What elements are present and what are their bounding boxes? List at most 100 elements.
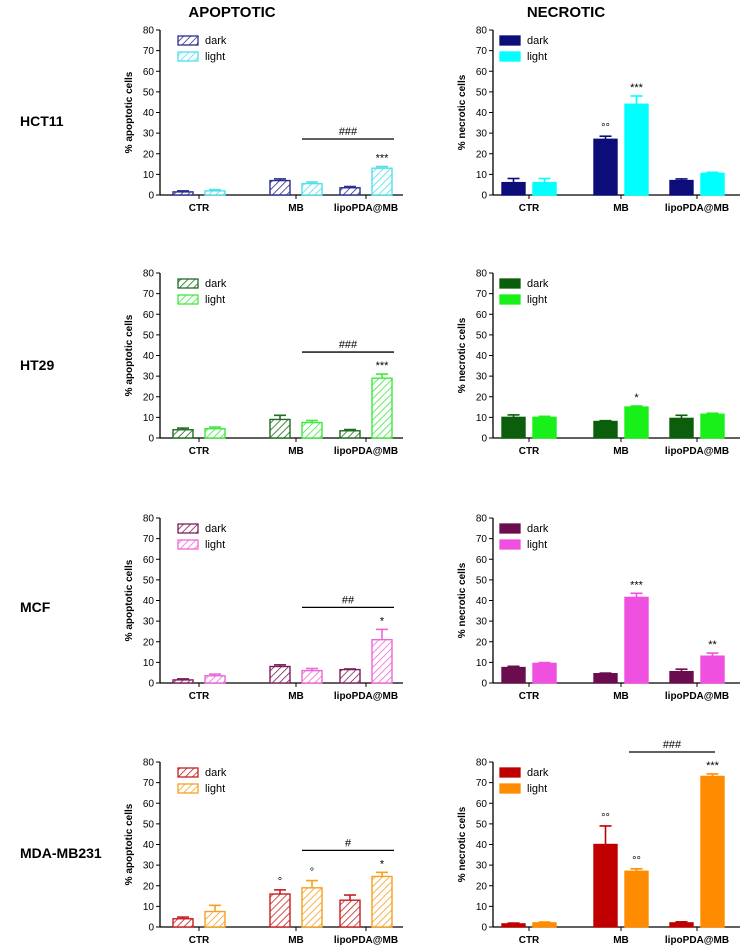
y-tick-label: 30 <box>143 129 155 140</box>
y-tick-label: 60 <box>143 555 155 566</box>
bar-dark-lipopda@mb <box>339 430 361 439</box>
y-tick-label: 10 <box>476 902 488 913</box>
y-tick-label: 50 <box>143 87 155 98</box>
panel-mda-mb231-necrotic: 0 10 20 30 40 50 60 70 80 % necrotic cells CTR MB °°… <box>457 739 740 946</box>
y-tick-label: 20 <box>476 149 488 160</box>
y-tick-label: 80 <box>143 269 155 280</box>
row-label-mcf: MCF <box>20 599 51 615</box>
y-tick-label: 40 <box>476 351 488 362</box>
legend-label-light: light <box>527 294 547 306</box>
bar-light-mb <box>301 182 323 196</box>
x-tick-label: lipoPDA@MB <box>665 446 729 457</box>
x-tick-label: MB <box>613 203 629 214</box>
y-tick-label: 30 <box>476 861 488 872</box>
bar-light-ctr <box>532 662 557 684</box>
legend-label-light: light <box>527 51 547 63</box>
bar-dark-lipopda@mb <box>669 179 694 196</box>
panel-mda-mb231-apoptotic: 0 10 20 30 40 50 60 70 80 % apoptotic cells CTR MB °… <box>124 758 403 946</box>
legend-swatch-light <box>499 294 521 305</box>
bar-dark-ctr <box>501 666 526 684</box>
x-tick-label: MB <box>288 446 304 457</box>
y-tick-label: 80 <box>476 269 488 280</box>
bracket-label: ### <box>339 126 358 138</box>
x-tick-label: CTR <box>519 935 540 946</box>
bar-light-lipopda@mb <box>700 413 725 439</box>
y-tick-label: 0 <box>481 434 487 445</box>
y-tick-label: 20 <box>143 881 155 892</box>
legend-swatch-dark <box>499 35 521 46</box>
y-tick-label: 40 <box>143 840 155 851</box>
y-tick-label: 80 <box>476 514 488 525</box>
legend-swatch-light <box>177 51 199 62</box>
y-tick-label: 20 <box>476 881 488 892</box>
panel-hct11-apoptotic: 0 10 20 30 40 50 60 70 80 % apoptotic cells CTR MB l… <box>124 26 403 214</box>
bar-light-lipopda@mb <box>700 172 725 196</box>
bar-light-ctr <box>532 416 557 439</box>
legend-swatch-light <box>499 783 521 794</box>
y-tick-label: 50 <box>143 330 155 341</box>
y-tick-label: 30 <box>476 372 488 383</box>
bar-dark-mb <box>269 665 291 684</box>
bracket-label: ### <box>663 739 682 751</box>
legend-label-dark: dark <box>205 767 227 779</box>
bar-light-lipopda@mb <box>371 638 393 684</box>
bar-dark-ctr <box>501 416 526 439</box>
y-axis-label: % apoptotic cells <box>124 314 135 396</box>
legend-swatch-light <box>177 539 199 550</box>
significance-mark: *** <box>630 82 644 94</box>
x-tick-label: CTR <box>519 446 540 457</box>
bar-dark-ctr <box>172 918 194 928</box>
bar-light-ctr <box>204 675 226 684</box>
y-axis-label: % necrotic cells <box>457 317 468 393</box>
x-tick-label: MB <box>288 691 304 702</box>
legend-swatch-light <box>499 539 521 550</box>
bar-dark-mb <box>269 893 291 928</box>
legend-label-dark: dark <box>527 523 549 535</box>
bar-dark-lipopda@mb <box>669 670 694 684</box>
x-tick-label: MB <box>613 935 629 946</box>
bar-dark-mb <box>593 673 618 684</box>
y-tick-label: 0 <box>481 191 487 202</box>
bar-light-mb <box>301 887 323 928</box>
bracket-label: # <box>345 837 352 849</box>
y-tick-label: 70 <box>143 46 155 57</box>
y-tick-label: 10 <box>143 413 155 424</box>
x-tick-label: CTR <box>189 935 210 946</box>
y-tick-label: 70 <box>476 46 488 57</box>
row-label-hct11: HCT11 <box>20 113 64 129</box>
bracket-label: ## <box>342 594 355 606</box>
y-tick-label: 0 <box>148 679 154 690</box>
bar-light-lipopda@mb <box>700 655 725 684</box>
bar-light-lipopda@mb <box>700 775 725 928</box>
y-tick-label: 10 <box>143 658 155 669</box>
x-tick-label: CTR <box>519 691 540 702</box>
y-tick-label: 60 <box>143 799 155 810</box>
y-tick-label: 40 <box>143 596 155 607</box>
bar-light-ctr <box>204 910 226 928</box>
y-tick-label: 50 <box>476 330 488 341</box>
y-tick-label: 70 <box>476 289 488 300</box>
bar-dark-mb <box>269 418 291 439</box>
bar-dark-lipopda@mb <box>339 899 361 928</box>
legend-swatch-light <box>499 51 521 62</box>
y-tick-label: 0 <box>148 191 154 202</box>
legend-label-light: light <box>205 539 225 551</box>
legend-swatch-light <box>177 294 199 305</box>
y-tick-label: 70 <box>476 534 488 545</box>
bar-dark-ctr <box>501 923 526 928</box>
bar-light-mb <box>301 669 323 684</box>
panel-mcf-necrotic: 0 10 20 30 40 50 60 70 80 % necrotic cells CTR MB **… <box>457 514 740 702</box>
y-tick-label: 60 <box>476 310 488 321</box>
x-tick-label: lipoPDA@MB <box>665 203 729 214</box>
legend-swatch-light <box>177 783 199 794</box>
y-tick-label: 40 <box>143 108 155 119</box>
x-tick-label: CTR <box>519 203 540 214</box>
y-tick-label: 40 <box>476 108 488 119</box>
apoptotic-header: APOPTOTIC <box>188 4 275 21</box>
y-axis-label: % necrotic cells <box>457 806 468 882</box>
significance-mark: ° <box>278 876 282 888</box>
y-axis-label: % necrotic cells <box>457 562 468 638</box>
y-tick-label: 70 <box>143 289 155 300</box>
y-tick-label: 70 <box>143 778 155 789</box>
